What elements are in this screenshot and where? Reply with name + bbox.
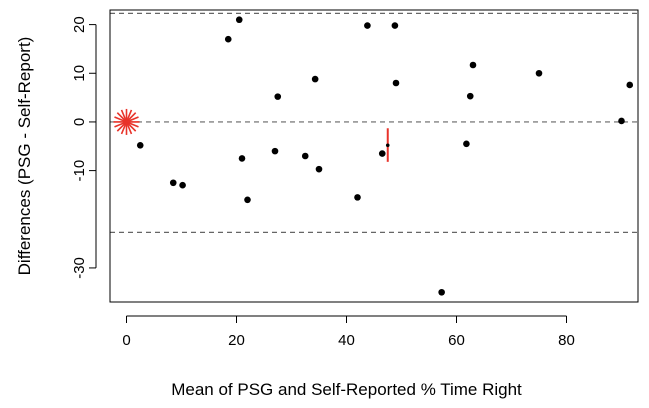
data-point [378,150,386,157]
x-tick-label: 20 [228,332,245,349]
data-point [224,35,232,43]
data-point [274,93,282,100]
y-tick-label: 0 [71,118,88,126]
data-point [179,181,186,189]
star-marker-ray [114,116,139,128]
data-point [391,22,399,29]
data-point [301,152,309,160]
y-tick-label: -30 [71,257,88,279]
y-axis-title: Differences (PSG - Self-Report) [15,37,34,276]
y-tick-label: -10 [71,160,88,182]
data-point [466,92,474,100]
y-axis: 20 10 0 -10 -30 [71,16,97,279]
reference-lines [110,12,638,234]
data-point [235,16,243,24]
x-axis: 0 20 40 60 80 [122,315,575,349]
plot-frame [109,9,639,303]
data-point [169,179,177,187]
data-point [238,155,246,162]
data-point [311,75,319,83]
data-point [626,81,634,89]
data-point [438,288,445,296]
data-point [354,194,361,201]
x-tick-label: 60 [448,332,465,349]
x-tick-label: 0 [122,332,130,349]
data-point [469,61,477,69]
data-point [392,79,400,87]
data-point [463,140,470,148]
x-tick-label: 80 [558,332,575,349]
data-point [271,147,279,155]
x-axis-title: Mean of PSG and Self-Reported % Time Rig… [171,380,522,399]
x-tick-label: 40 [338,332,355,349]
error-bar-point [385,143,390,148]
data-point [244,196,251,204]
data-point [535,69,543,77]
data-points [136,16,634,296]
data-point [136,141,144,149]
y-tick-label: 20 [71,16,88,33]
data-point [315,165,323,173]
y-tick-label: 10 [71,65,88,82]
data-point [618,117,625,125]
highlight-marks [113,108,390,162]
data-point [364,22,371,29]
